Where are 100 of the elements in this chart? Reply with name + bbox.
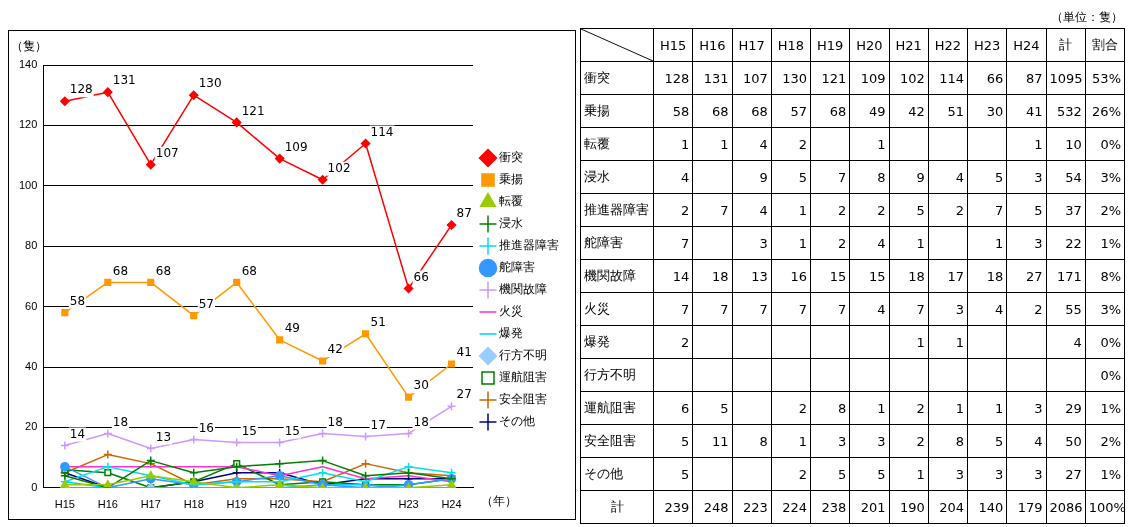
data-label: 130 xyxy=(198,76,222,91)
y-tick-label: 0 xyxy=(31,480,38,493)
text: 4 xyxy=(877,301,886,317)
text: 3 xyxy=(759,235,768,251)
text: 8 xyxy=(759,433,768,449)
text: 1 xyxy=(916,466,925,482)
text: 2086 xyxy=(1046,490,1086,524)
text: 4 xyxy=(732,127,772,161)
data-label: 102 xyxy=(327,160,351,175)
text: 68 xyxy=(751,103,768,119)
text: 171 xyxy=(1046,259,1086,293)
legend-label: 推進器障害 xyxy=(499,238,559,253)
text: 7 xyxy=(759,301,768,317)
text: 7 xyxy=(798,301,807,317)
text: 2% xyxy=(1085,193,1125,227)
text: 4 xyxy=(877,235,886,251)
text: 50 xyxy=(1046,424,1086,458)
text: 68 xyxy=(711,103,729,119)
text: 14 xyxy=(672,268,690,284)
category-label: H18 xyxy=(777,37,805,53)
text: 1 xyxy=(994,400,1004,416)
text: 火災 xyxy=(584,301,610,316)
text: 239 xyxy=(664,499,690,515)
text: 推進器障害 xyxy=(584,202,649,217)
x-tick-label: H24 xyxy=(441,498,462,511)
text: 割合 xyxy=(1085,28,1125,62)
text: 5 xyxy=(1034,202,1043,218)
legend-label: 火災 xyxy=(499,304,523,319)
data-label: 109 xyxy=(284,139,308,154)
legend-label: 舵障害 xyxy=(499,260,535,275)
text: 0% xyxy=(1085,127,1125,161)
text: 8 xyxy=(877,169,886,185)
text: 1 xyxy=(994,235,1004,251)
text: 7 xyxy=(837,301,847,317)
text: 54 xyxy=(1046,160,1086,194)
text: 3% xyxy=(1085,292,1125,326)
data-label: 13 xyxy=(155,429,172,444)
x-tick-label: H20 xyxy=(269,498,290,511)
text: 4 xyxy=(680,169,690,185)
text: 計 xyxy=(1046,28,1086,62)
text: 10 xyxy=(1046,127,1086,161)
x-tick-label: H19 xyxy=(226,498,247,511)
text: 4 xyxy=(955,169,964,185)
text: 4 xyxy=(994,301,1004,317)
y-tick-label: 40 xyxy=(25,360,38,373)
text: 30 xyxy=(986,103,1004,119)
data-label: 58 xyxy=(69,293,86,308)
data-label: 131 xyxy=(112,73,136,88)
data-label: 42 xyxy=(327,342,343,357)
data-label: 57 xyxy=(198,296,215,311)
text: 29 xyxy=(1046,391,1086,425)
text: 乗揚 xyxy=(584,103,610,118)
data-label: 27 xyxy=(456,387,472,402)
text: 18 xyxy=(986,268,1004,284)
x-tick-label: H16 xyxy=(97,498,118,511)
text: 1 xyxy=(877,136,886,152)
text: 5 xyxy=(680,433,690,449)
x-tick-label: H15 xyxy=(54,498,75,511)
legend-label: 乗揚 xyxy=(499,172,523,187)
text: 7 xyxy=(994,202,1004,218)
y-tick-label: 120 xyxy=(18,118,38,131)
category-label: H21 xyxy=(895,37,922,53)
text: 17 xyxy=(947,268,964,284)
text: 7 xyxy=(680,235,690,251)
text: 2 xyxy=(798,400,807,416)
text: 4 xyxy=(1034,433,1043,449)
legend-label: 浸水 xyxy=(499,216,523,231)
text: 0% xyxy=(1085,325,1125,359)
text: 8 xyxy=(837,400,847,416)
text: 131 xyxy=(703,70,729,86)
text: 102 xyxy=(899,70,925,86)
text: 223 xyxy=(742,499,768,515)
text: 6 xyxy=(680,400,690,416)
text: 1 xyxy=(680,136,690,152)
data-label: 68 xyxy=(112,263,129,278)
text: 1 xyxy=(720,136,729,152)
text: 浸水 xyxy=(584,169,610,184)
data-label: 15 xyxy=(284,423,300,438)
text: 舵障害 xyxy=(584,235,623,250)
text: 3 xyxy=(1034,400,1043,416)
text: 190 xyxy=(899,499,925,515)
data-label: 49 xyxy=(284,320,300,335)
text: 5 xyxy=(720,400,729,416)
text: 41 xyxy=(1025,103,1043,119)
y-tick-label: 80 xyxy=(25,239,38,252)
text: 2 xyxy=(837,202,847,218)
text: 53% xyxy=(1085,61,1125,95)
text: 0% xyxy=(1085,358,1125,392)
text: 42 xyxy=(908,103,925,119)
text: 130 xyxy=(782,70,807,86)
legend-label: 行方不明 xyxy=(499,348,547,363)
text: 1% xyxy=(1085,226,1125,260)
data-label: 114 xyxy=(370,124,394,139)
text: 2% xyxy=(1085,424,1125,458)
text: 8% xyxy=(1085,259,1125,293)
category-label: H22 xyxy=(934,37,962,53)
category-label: H24 xyxy=(1013,37,1040,53)
text: その他 xyxy=(584,466,623,481)
text: 3 xyxy=(955,301,964,317)
data-label: 68 xyxy=(155,263,172,278)
